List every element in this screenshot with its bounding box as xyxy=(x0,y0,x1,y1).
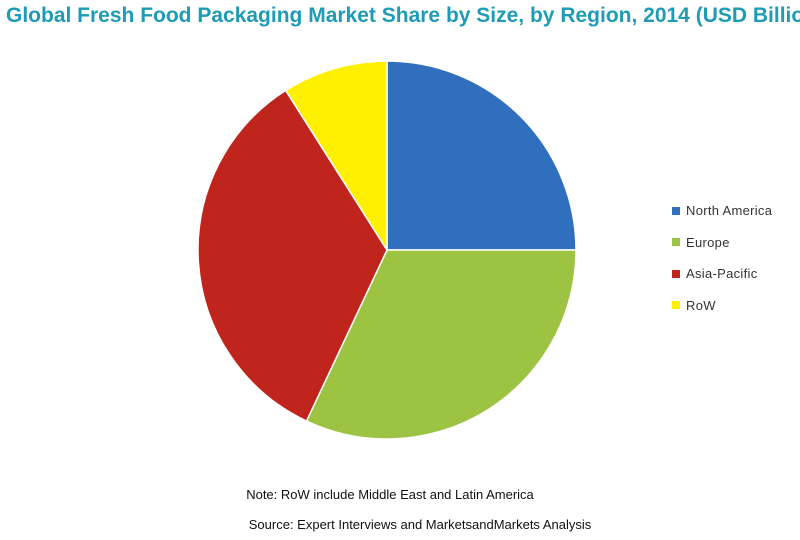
pie-slice-row xyxy=(284,60,388,253)
chart-note: Note: RoW include Middle East and Latin … xyxy=(246,487,534,502)
pie-slice-asia-pacific xyxy=(197,89,388,423)
legend-swatch-north-america xyxy=(672,206,680,215)
legend: North America Europe Asia-Pacific RoW xyxy=(672,195,772,321)
chart-source: Source: Expert Interviews and Marketsand… xyxy=(248,517,592,532)
legend-swatch-row xyxy=(672,301,680,310)
legend-item-europe: Europe xyxy=(672,227,772,259)
legend-item-row: RoW xyxy=(672,290,772,322)
pie-slice-europe xyxy=(305,249,577,440)
chart-title: Global Fresh Food Packaging Market Share… xyxy=(6,4,800,27)
legend-swatch-europe xyxy=(672,238,680,247)
legend-item-north-america: North America xyxy=(672,195,772,227)
legend-swatch-asia-pacific xyxy=(672,269,680,278)
legend-label-north-america: North America xyxy=(686,203,773,219)
pie-chart xyxy=(197,60,577,440)
legend-label-asia-pacific: Asia-Pacific xyxy=(686,266,758,282)
legend-label-row: RoW xyxy=(686,297,716,313)
legend-label-europe: Europe xyxy=(686,234,730,250)
legend-item-asia-pacific: Asia-Pacific xyxy=(672,258,772,290)
pie-slice-north-america xyxy=(386,60,577,251)
